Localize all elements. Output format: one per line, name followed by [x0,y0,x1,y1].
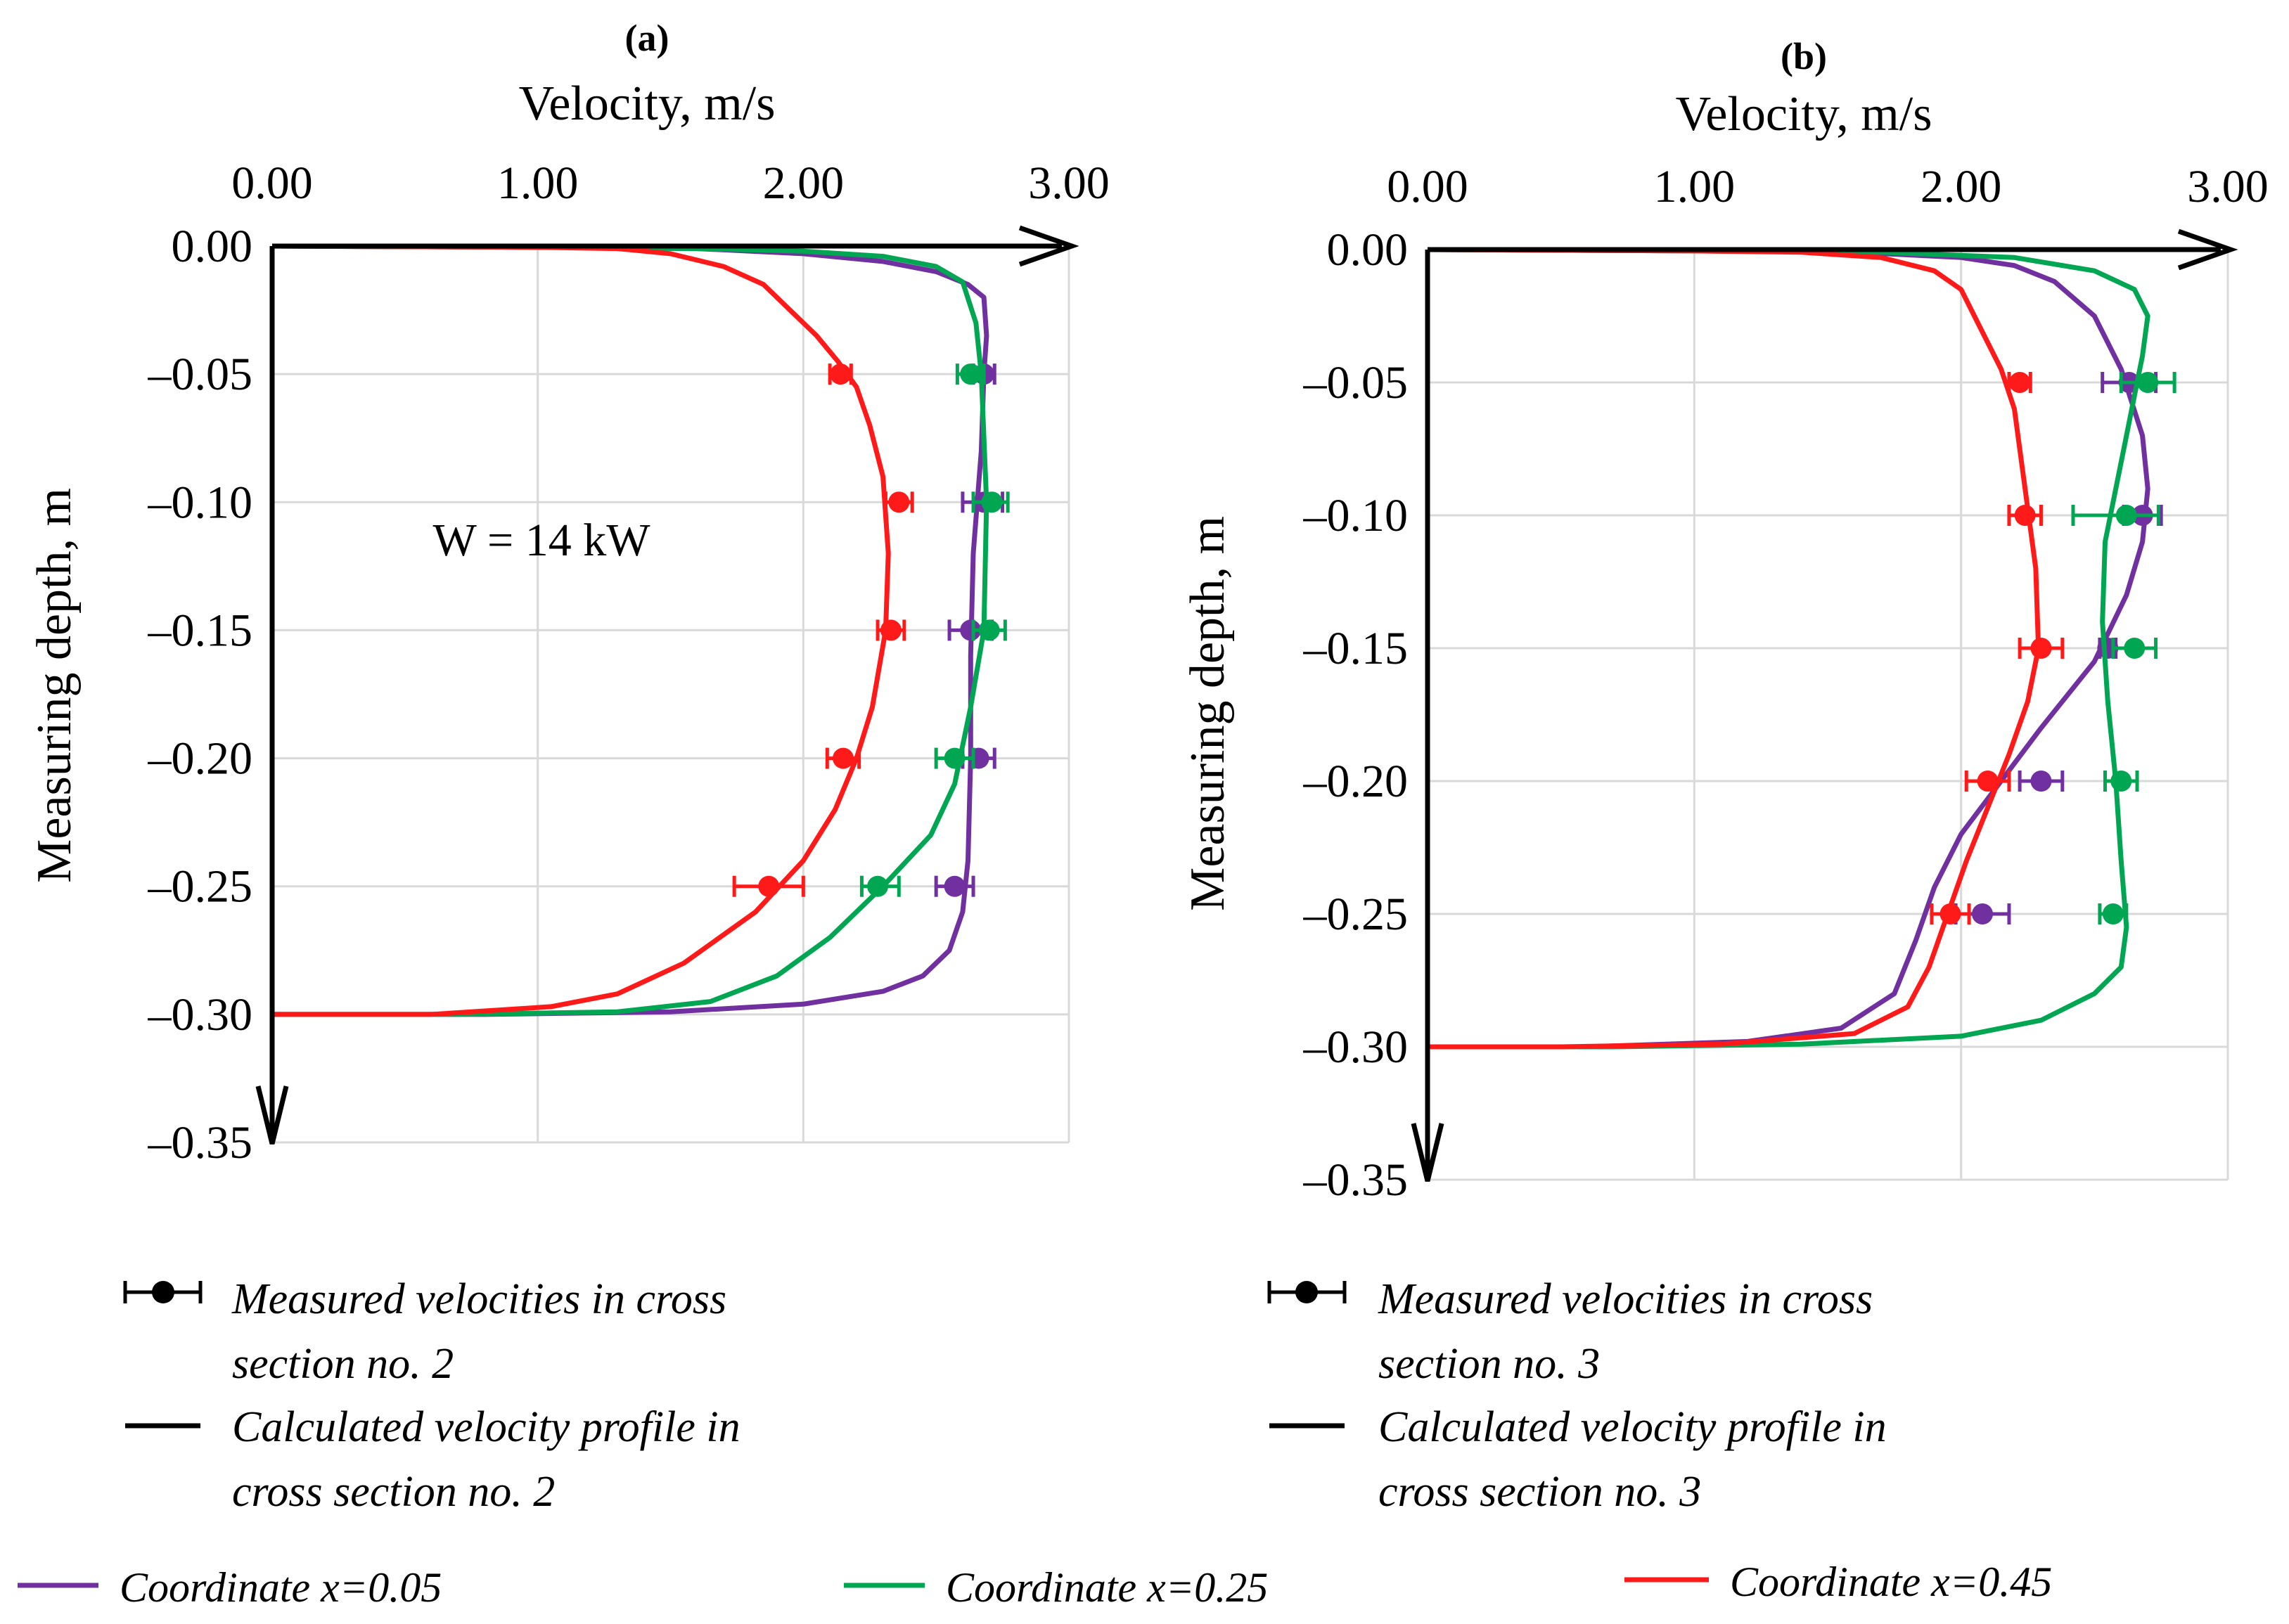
data-point [758,875,780,897]
legend-measured-line1-a: Measured velocities in cross [231,1275,726,1323]
legend-marker-a [152,1281,174,1303]
data-point [2115,505,2137,526]
y-tick-label: –0.30 [1303,1022,1409,1073]
series-line [1427,247,2150,1050]
x-tick-label: 1.00 [1654,161,1736,212]
legend-calculated-line2-a: cross section no. 2 [232,1468,555,1516]
x-tick-label: 0.00 [231,157,313,209]
x-axis-arrow [1018,225,1079,267]
y-tick-label: 0.00 [172,221,253,272]
x-tick-label: 2.00 [1921,161,2002,212]
data-point [2030,771,2052,792]
series-line [271,243,891,1017]
data-point [2137,372,2159,393]
data-point [830,363,852,385]
axes-b [1411,228,2238,1182]
legend-label-x045: Coordinate x=0.45 [1730,1559,2052,1605]
series-b [1427,247,2176,1050]
axes-a [255,225,1079,1145]
legend-calculated-line1-a: Calculated velocity profile in [232,1403,740,1451]
y-tick-label: –0.15 [148,605,253,656]
data-point [888,491,910,513]
legend-marker-b [1295,1281,1318,1303]
data-point [2030,638,2052,659]
data-point [2110,771,2132,792]
data-point [960,619,982,641]
legend-calculated-line2-b: cross section no. 3 [1378,1468,1701,1516]
y-tick-label: –0.35 [148,1117,253,1168]
series-line [1427,247,2041,1050]
y-tick-labels-b: 0.00 –0.05 –0.10 –0.15 –0.20 –0.25 –0.30 –0.35 [1303,224,1409,1206]
grid-a [272,246,1070,1144]
data-point [1972,903,1994,924]
legend-series-1: Coordinate x=0.05 [18,1564,442,1611]
x-tick-labels-a: 0.00 1.00 2.00 3.00 [231,157,1110,209]
data-point [867,875,889,897]
y-tick-label: –0.25 [148,861,253,913]
data-point [981,491,1003,513]
panel-b: (b) Velocity, m/s 0.00 1.00 2.00 3.00 0.00 –… [1181,35,2269,1206]
data-point [832,747,854,769]
data-point [960,363,982,385]
x-tick-label: 2.00 [763,157,845,209]
y-tick-label: –0.10 [148,477,253,528]
series-a [271,243,1010,1017]
legend-calculated-b: Calculated velocity profile in cross sec… [1269,1403,1887,1516]
panel-label-a: (a) [625,17,669,59]
x-tick-label: 0.00 [1387,161,1468,212]
legend-measured-line2-a: section no. 2 [232,1340,454,1388]
y-tick-label: –0.25 [1303,889,1409,940]
legend-label-x025: Coordinate x=0.25 [946,1564,1268,1611]
legend-measured-line2-b: section no. 3 [1378,1340,1600,1388]
legend-series-3: Coordinate x=0.45 [1624,1559,2052,1605]
data-point [1939,903,1961,924]
y-axis-title-b: Measuring depth, m [1181,516,1235,911]
x-axis-title-b: Velocity, m/s [1676,87,1932,141]
y-tick-label: –0.20 [1303,756,1409,807]
data-point [880,619,902,641]
panel-a: (a) Velocity, m/s 0.00 1.00 2.00 3.00 0.00 –… [27,17,1110,1168]
annotation-power: W = 14 kW [432,515,650,566]
y-axis-title-a: Measuring depth, m [27,488,82,883]
x-tick-label: 3.00 [1028,157,1110,209]
y-tick-label: –0.30 [148,989,253,1040]
legend-measured-a: Measured velocities in cross section no.… [123,1275,726,1388]
y-tick-label: –0.35 [1303,1154,1409,1206]
y-tick-label: –0.15 [1303,623,1409,674]
legend-measured-line1-b: Measured velocities in cross [1378,1275,1873,1323]
x-tick-label: 3.00 [2187,161,2269,212]
panel-label-b: (b) [1781,35,1827,77]
legend-calculated-a: Calculated velocity profile in cross sec… [125,1403,740,1516]
x-tick-label: 1.00 [497,157,579,209]
data-point [944,875,966,897]
y-tick-label: –0.05 [1303,357,1409,408]
data-point [2014,505,2036,526]
x-tick-labels-b: 0.00 1.00 2.00 3.00 [1387,161,2269,212]
y-tick-labels-a: 0.00 –0.05 –0.10 –0.15 –0.20 –0.25 –0.30 –0.35 [148,221,253,1168]
legend-calculated-line1-b: Calculated velocity profile in [1378,1403,1887,1451]
y-tick-label: –0.05 [148,349,253,400]
y-tick-label: 0.00 [1327,224,1409,276]
data-point [2009,372,2031,393]
data-point [978,619,1000,641]
y-axis-arrow [255,1085,289,1145]
data-point [1977,771,1999,792]
legend-series-2: Coordinate x=0.25 [844,1564,1268,1611]
y-tick-label: –0.20 [148,733,253,785]
legend-label-x005: Coordinate x=0.05 [120,1564,442,1611]
data-point [944,747,966,769]
legend-measured-b: Measured velocities in cross section no.… [1267,1275,1873,1388]
x-axis-title-a: Velocity, m/s [519,77,776,131]
y-tick-label: –0.10 [1303,490,1409,541]
y-axis-arrow [1411,1123,1444,1182]
data-point [2124,638,2146,659]
data-point [2102,903,2124,924]
x-axis-arrow [2177,228,2238,271]
series-line [1427,247,2150,1050]
series-line [271,243,989,1017]
